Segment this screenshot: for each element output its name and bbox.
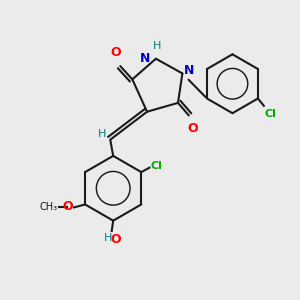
Text: O: O: [188, 122, 198, 135]
Text: Cl: Cl: [264, 109, 276, 119]
Text: H: H: [104, 233, 112, 243]
Text: O: O: [63, 200, 74, 213]
Text: Cl: Cl: [150, 161, 162, 172]
Text: N: N: [140, 52, 151, 64]
Text: CH₃: CH₃: [40, 202, 58, 212]
Text: O: O: [111, 46, 122, 59]
Text: O: O: [110, 233, 121, 246]
Text: N: N: [184, 64, 194, 77]
Text: H: H: [153, 41, 161, 51]
Text: H: H: [98, 129, 106, 140]
